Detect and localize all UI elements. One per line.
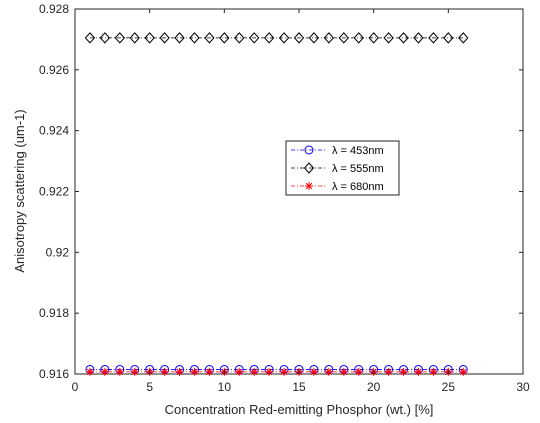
data-point [114, 32, 125, 44]
data-point [429, 367, 438, 376]
data-point [353, 32, 364, 44]
data-point [399, 367, 408, 376]
x-axis-label: Concentration Red-emitting Phosphor (wt.… [165, 402, 434, 417]
legend-label: λ = 453nm [332, 145, 384, 157]
data-point [159, 32, 170, 44]
data-point [84, 32, 96, 44]
data-point [263, 32, 275, 44]
data-point [204, 32, 215, 44]
data-point [190, 367, 199, 376]
data-point [85, 367, 94, 376]
legend-entry: λ = 453nm [291, 145, 384, 157]
data-point [249, 32, 260, 44]
data-point [458, 32, 469, 44]
y-tick-label: 0.916 [39, 367, 69, 381]
y-tick-label: 0.926 [39, 63, 69, 77]
y-axis-label: Anisotropy scattering (um-1) [12, 109, 27, 272]
data-point [219, 32, 230, 44]
x-tick-label: 25 [442, 380, 456, 394]
series-2 [84, 32, 469, 44]
data-point [174, 32, 185, 44]
data-point [338, 32, 349, 44]
data-point [130, 367, 139, 376]
data-point [414, 367, 423, 376]
data-point [368, 32, 379, 44]
x-tick-label: 15 [292, 380, 306, 394]
data-point [383, 32, 394, 44]
data-point [443, 32, 454, 44]
data-point [324, 367, 333, 376]
data-point [280, 367, 289, 376]
data-point [115, 367, 124, 376]
data-point [205, 367, 214, 376]
legend-entry: λ = 555nm [291, 162, 384, 175]
x-tick-label: 10 [218, 380, 232, 394]
x-tick-label: 30 [516, 380, 530, 394]
y-tick-label: 0.918 [39, 306, 69, 320]
ticks-layer: 0 5 10 15 20 25 30 0.916 0.918 0.92 0.922 0.924 0.92… [39, 2, 530, 394]
x-tick-label: 20 [367, 380, 381, 394]
data-point [413, 32, 424, 44]
data-point [175, 367, 184, 376]
data-point [323, 32, 335, 44]
data-point [99, 32, 111, 44]
data-point [265, 367, 274, 376]
data-point [250, 367, 259, 376]
data-point [305, 182, 313, 190]
data-point [384, 367, 393, 376]
legend-label: λ = 555nm [332, 163, 384, 175]
legend-label: λ = 680nm [332, 181, 384, 193]
y-tick-label: 0.928 [39, 2, 69, 16]
x-tick-label: 0 [72, 380, 79, 394]
series-3 [85, 367, 468, 376]
data-point [303, 162, 315, 174]
data-point [278, 32, 290, 44]
data-point [293, 32, 305, 44]
data-point [339, 367, 348, 376]
data-point [129, 32, 140, 44]
data-point [234, 32, 245, 44]
legend-entry: λ = 680nm [291, 181, 384, 193]
data-point [428, 32, 439, 44]
y-tick-label: 0.924 [39, 124, 69, 138]
data-point [100, 367, 109, 376]
x-tick-label: 5 [146, 380, 153, 394]
data-point [304, 145, 314, 155]
data-point [398, 32, 409, 44]
data-point [309, 367, 318, 376]
y-tick-label: 0.922 [39, 185, 69, 199]
y-tick-label: 0.92 [46, 245, 70, 259]
data-point [354, 367, 363, 376]
data-point [459, 367, 468, 376]
data-point [235, 367, 244, 376]
data-point [160, 367, 169, 376]
data-point [144, 32, 155, 44]
data-point [189, 32, 200, 44]
legend: λ = 453nm λ = 555nm λ = 680nm [285, 140, 400, 196]
data-point [308, 32, 320, 44]
